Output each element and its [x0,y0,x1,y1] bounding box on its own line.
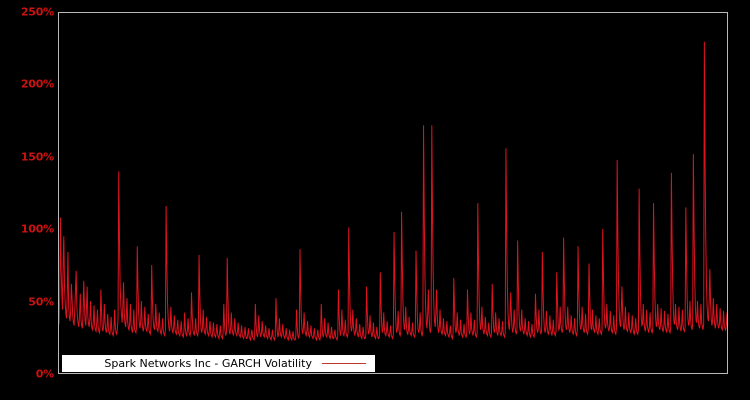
y-tick-label-250: 250% [20,5,54,19]
legend-line-sample [322,363,366,364]
volatility-series [59,41,727,342]
volatility-line-path [59,41,727,342]
y-tick-label-100: 100% [20,222,54,236]
plot-area [58,12,728,374]
y-tick-label-200: 200% [20,77,54,91]
y-axis: 250% 200% 150% 100% 50% 0% [0,0,58,400]
legend-label: Spark Networks Inc - GARCH Volatility [104,357,312,370]
y-tick-label-150: 150% [20,150,54,164]
legend: Spark Networks Inc - GARCH Volatility [62,355,375,372]
y-tick-label-50: 50% [28,295,54,309]
y-tick-label-0: 0% [35,367,54,381]
